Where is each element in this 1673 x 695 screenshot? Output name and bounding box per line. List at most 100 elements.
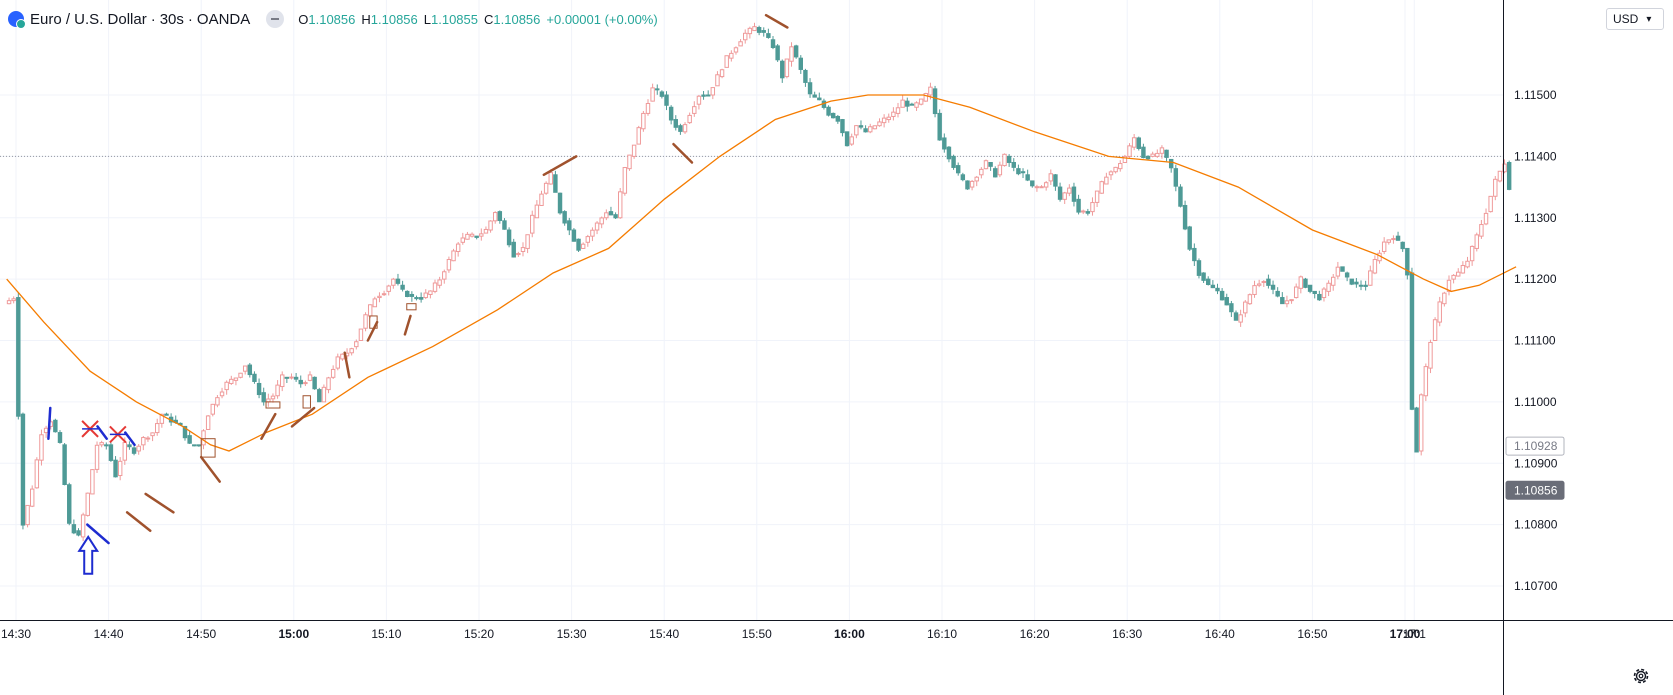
candle-body bbox=[94, 444, 100, 470]
drawn-rectangle[interactable] bbox=[200, 438, 216, 458]
candle-body bbox=[1280, 297, 1285, 305]
candle-body bbox=[1233, 312, 1239, 321]
candle-body bbox=[409, 293, 415, 297]
x-tick-label: 15:40 bbox=[649, 627, 679, 641]
candle-body bbox=[270, 395, 276, 400]
drawn-rectangle[interactable] bbox=[265, 401, 281, 409]
candle-body bbox=[942, 137, 947, 150]
candle-body bbox=[1418, 394, 1424, 452]
candle-body bbox=[1502, 163, 1507, 173]
candle-body bbox=[381, 293, 387, 296]
candle-body bbox=[1395, 235, 1401, 241]
candle-body bbox=[868, 126, 873, 133]
currency-selector[interactable]: USD ▾ bbox=[1606, 8, 1664, 30]
symbol-name[interactable]: Euro / U.S. Dollar bbox=[30, 10, 147, 28]
candle-body bbox=[1118, 163, 1123, 170]
candle-body bbox=[71, 524, 77, 534]
candle-body bbox=[918, 98, 924, 105]
candle-body bbox=[1307, 284, 1313, 292]
candle-body bbox=[548, 172, 553, 185]
candle-body bbox=[854, 125, 859, 136]
candle-body bbox=[1354, 281, 1359, 285]
candle-body bbox=[1358, 284, 1364, 287]
candle-body bbox=[293, 376, 299, 380]
candle-body bbox=[543, 182, 549, 194]
candle-body bbox=[428, 290, 433, 295]
drawn-line-segment[interactable] bbox=[260, 412, 277, 440]
collapse-legend-button[interactable] bbox=[266, 10, 285, 28]
candle-body bbox=[492, 212, 498, 222]
drawn-line-segment[interactable] bbox=[343, 351, 351, 379]
candle-body bbox=[891, 111, 896, 117]
drawn-line-segment[interactable] bbox=[86, 523, 110, 545]
candle-body bbox=[1349, 278, 1354, 285]
candle-body bbox=[1016, 168, 1021, 175]
candle-body bbox=[1187, 226, 1192, 250]
candle-body bbox=[330, 368, 336, 378]
candle-body bbox=[1456, 271, 1461, 277]
candle-body bbox=[358, 328, 364, 341]
candle-body bbox=[1164, 149, 1169, 158]
candle-body bbox=[1085, 211, 1091, 214]
candle-body bbox=[1284, 300, 1290, 305]
drawn-line-segment[interactable] bbox=[124, 431, 136, 447]
candle-body bbox=[29, 488, 35, 507]
candle-body bbox=[367, 304, 373, 317]
drawn-rectangle[interactable] bbox=[369, 315, 378, 329]
candle-body bbox=[664, 94, 669, 106]
candle-body bbox=[1215, 287, 1220, 292]
drawn-line-segment[interactable] bbox=[125, 511, 152, 533]
x-tick-label: 14:50 bbox=[186, 627, 216, 641]
candle-body bbox=[57, 432, 63, 443]
drawn-line-segment[interactable] bbox=[672, 142, 694, 164]
candle-body bbox=[1006, 155, 1012, 163]
candle-body bbox=[900, 99, 905, 108]
candle-body bbox=[733, 47, 739, 53]
candle-body bbox=[11, 298, 16, 302]
candle-body bbox=[516, 253, 521, 256]
candle-body bbox=[567, 220, 572, 231]
candle-body bbox=[905, 100, 910, 107]
up-arrow-annotation[interactable] bbox=[77, 535, 100, 575]
candle-body bbox=[1270, 284, 1276, 290]
drawn-line-segment[interactable] bbox=[47, 406, 52, 440]
candle-body bbox=[1243, 301, 1248, 314]
interval-label[interactable]: 30s bbox=[159, 10, 184, 28]
gear-icon[interactable] bbox=[1630, 665, 1652, 687]
candle-body bbox=[1460, 265, 1466, 274]
candle-body bbox=[872, 125, 878, 130]
annotations[interactable] bbox=[47, 13, 789, 575]
candle-body bbox=[1039, 186, 1044, 189]
drawn-rectangle[interactable] bbox=[302, 395, 311, 409]
drawn-line-segment[interactable] bbox=[96, 425, 108, 440]
candle-body bbox=[687, 114, 692, 124]
candle-body bbox=[622, 167, 628, 194]
y-tick-label: 1.11300 bbox=[1514, 211, 1557, 225]
open-number: 1.10856 bbox=[308, 11, 356, 27]
candle-body bbox=[1381, 241, 1387, 253]
candle-body bbox=[830, 112, 836, 119]
candle-body bbox=[372, 298, 378, 308]
candle-body bbox=[312, 376, 317, 390]
drawn-line-segment[interactable] bbox=[542, 155, 578, 177]
candle-body bbox=[1497, 170, 1503, 182]
candle-body bbox=[599, 217, 604, 225]
candle-body bbox=[710, 87, 716, 96]
drawn-line-segment[interactable] bbox=[403, 314, 412, 336]
candle-body bbox=[798, 57, 804, 70]
candle-body bbox=[261, 392, 266, 403]
drawn-line-segment[interactable] bbox=[144, 492, 175, 514]
change-value: +0.00001 (+0.00%) bbox=[546, 11, 658, 27]
candle-body bbox=[205, 415, 211, 430]
candle-body bbox=[1159, 147, 1165, 154]
drawn-line-segment[interactable] bbox=[199, 455, 221, 483]
candle-body bbox=[1108, 171, 1114, 176]
candle-body bbox=[724, 55, 729, 68]
candle-body bbox=[1127, 145, 1132, 157]
drawn-rectangle[interactable] bbox=[406, 303, 417, 311]
drawn-line-segment[interactable] bbox=[290, 406, 316, 428]
drawn-line-segment[interactable] bbox=[764, 13, 789, 29]
drawn-line-segment[interactable] bbox=[366, 320, 379, 342]
